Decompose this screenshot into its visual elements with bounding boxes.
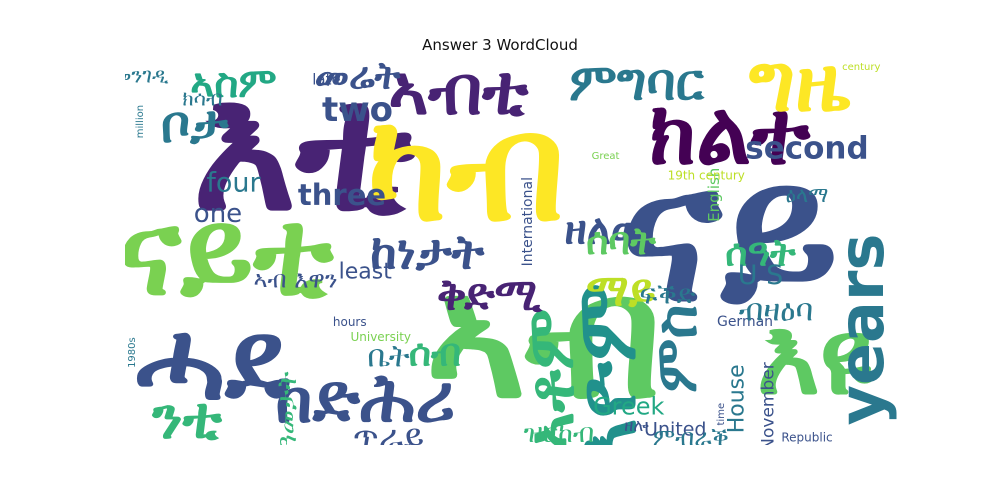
word-8: እዮም	[557, 283, 655, 445]
word-31: one	[194, 199, 242, 229]
word-51: ጥራይ	[353, 417, 424, 445]
word-38: English	[705, 168, 723, 222]
word-53: ዝርከብ	[524, 418, 595, 445]
word-6: እዩ	[757, 295, 874, 418]
word-25: ሰብ	[409, 331, 461, 375]
word-56: ፍቕድ	[640, 279, 696, 310]
wordcloud: ናይ እቲ ኣብ ካብ ናይቲ ሓደ እዩ ክልተ እዮም ግዜ ኣብቲ ከድሕሪ ኣቶም years ንቲ…	[125, 60, 900, 445]
word-49: 1980s	[127, 337, 138, 368]
word-59: ዕላማ	[786, 183, 829, 207]
word-18: ከነታት	[370, 225, 485, 281]
word-54: ንዓመታት	[272, 372, 303, 445]
word-24: መሬት	[315, 60, 401, 97]
word-45: century	[842, 62, 880, 73]
word-44: 19th century	[668, 169, 745, 183]
word-36: United	[644, 419, 706, 441]
word-42: hours	[333, 315, 367, 329]
word-16: ምስ	[641, 305, 709, 393]
word-34: least	[339, 259, 393, 284]
word-0: ናይ	[621, 123, 839, 344]
word-52: ምብራቕ	[653, 423, 729, 445]
word-30: four	[206, 168, 261, 199]
word-22: ኣስም	[190, 60, 276, 107]
word-3: ካብ	[367, 82, 565, 254]
word-33: House	[725, 364, 750, 433]
word-28: second	[745, 131, 868, 167]
word-7: ክልተ	[649, 82, 811, 184]
word-20: ማይ	[586, 266, 655, 317]
chart-title: Answer 3 WordCloud	[422, 36, 578, 54]
word-37: November	[758, 362, 778, 445]
word-21: ዘለዉ	[565, 205, 648, 253]
word-47: Great	[592, 151, 620, 162]
word-50: time	[716, 403, 727, 426]
word-15: ምግባር	[569, 60, 705, 113]
word-1: እቲ	[192, 60, 416, 250]
word-27: two	[322, 90, 393, 130]
word-11: ከድሕሪ	[275, 359, 455, 438]
word-41: Republic	[781, 430, 832, 444]
word-57: ብዛዕባ	[739, 292, 814, 328]
word-58: ክሳብ	[182, 87, 222, 111]
word-62: ዘሎ	[624, 416, 649, 436]
word-43: University	[350, 330, 411, 344]
word-13: years	[825, 234, 898, 426]
word-55: ቤት	[367, 338, 409, 374]
word-23: ሰዓት	[725, 231, 796, 275]
word-46: million	[135, 105, 146, 138]
word-40: German	[717, 314, 773, 330]
word-48: late	[312, 70, 340, 88]
word-10: ኣብቲ	[388, 60, 529, 130]
word-60: ኣብ እዋን	[253, 265, 337, 293]
word-14: ንቲ	[151, 384, 222, 445]
word-26: ሰባት	[586, 219, 656, 263]
word-35: U S	[738, 260, 783, 291]
word-2: ኣብ	[426, 238, 662, 437]
word-12: ኣቶም	[514, 309, 589, 445]
word-61: መንገዲ	[125, 63, 169, 87]
word-19: ቅድሚ	[437, 269, 544, 320]
word-17: ቦታ	[161, 96, 229, 155]
word-5: ሓደ	[135, 296, 286, 424]
word-9: ግዜ	[749, 60, 850, 130]
word-32: Greek	[593, 393, 664, 421]
word-39: International	[520, 177, 536, 266]
word-29: three	[298, 178, 386, 212]
word-4: ናይቲ	[125, 184, 334, 322]
